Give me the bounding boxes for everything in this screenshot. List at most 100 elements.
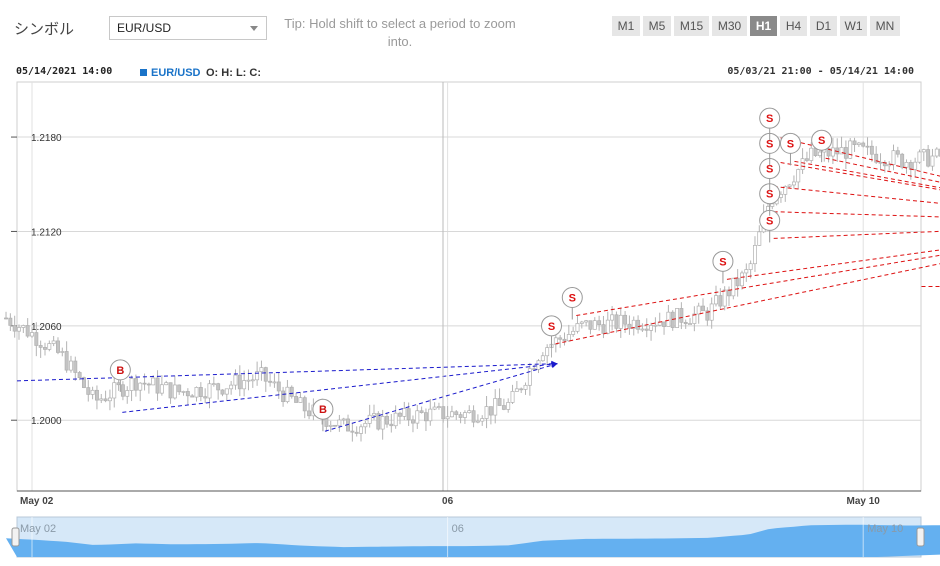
sell-marker[interactable] [811, 129, 833, 151]
sell-marker[interactable] [541, 315, 562, 337]
candle [921, 149, 926, 153]
candle [116, 382, 121, 386]
chevron-down-icon [250, 26, 258, 31]
candle [839, 147, 844, 155]
candle [605, 319, 610, 334]
candle [224, 388, 229, 395]
candle [830, 147, 835, 157]
candle [372, 413, 376, 416]
candle [86, 387, 91, 395]
candle [185, 391, 190, 397]
candle [887, 164, 892, 167]
y-tick-label: 1.2180 [31, 133, 62, 144]
sell-marker[interactable] [561, 287, 583, 309]
candle [138, 382, 143, 391]
candle [298, 397, 303, 403]
navigator-label: May 02 [20, 523, 56, 535]
candle [276, 381, 281, 392]
candle [341, 418, 346, 421]
candle [328, 424, 333, 427]
toolbar: シンボル EUR/USD Tip: Hold shift to select a… [0, 0, 940, 62]
candle [233, 374, 238, 386]
sell-trade-line [726, 249, 940, 280]
candle [610, 314, 615, 321]
candle [133, 378, 138, 391]
timeframe-button-mn[interactable]: MN [870, 16, 900, 36]
candle [588, 320, 593, 330]
sell-marker[interactable] [779, 132, 801, 154]
candle [458, 414, 463, 418]
candle [38, 345, 43, 348]
timeframe-button-h4[interactable]: H4 [780, 16, 807, 36]
candle [497, 398, 502, 406]
timeframe-button-h1[interactable]: H1 [750, 16, 777, 36]
candle [190, 395, 195, 398]
candle [856, 142, 861, 145]
candle [571, 330, 576, 335]
candle [194, 387, 199, 398]
candle [709, 303, 714, 321]
candle [848, 140, 853, 159]
candle [467, 410, 472, 413]
candle [869, 145, 874, 155]
candle [367, 414, 372, 424]
timeframe-button-m15[interactable]: M15 [674, 16, 709, 36]
candle [350, 430, 355, 433]
sell-marker[interactable] [759, 107, 781, 129]
timeframe-button-w1[interactable]: W1 [840, 16, 867, 36]
candle [268, 380, 273, 383]
candle [112, 382, 117, 399]
y-tick-label: 1.2000 [31, 416, 62, 427]
buy-marker[interactable] [109, 359, 131, 381]
candle [519, 388, 524, 391]
candle [424, 412, 428, 422]
candle [636, 319, 641, 330]
candle [532, 368, 537, 371]
candle [359, 426, 363, 434]
candle [428, 408, 433, 422]
sell-marker-label: S [766, 138, 773, 150]
candle [874, 153, 879, 163]
candle [917, 151, 922, 163]
sell-marker[interactable] [712, 250, 734, 272]
sell-marker-label: S [766, 215, 773, 227]
candle [159, 384, 164, 394]
candle [614, 314, 619, 329]
navigator-handle-left[interactable] [11, 527, 20, 547]
buy-marker-label: B [319, 404, 327, 416]
candle [753, 245, 757, 265]
candle [861, 142, 866, 147]
buy-trade-line [324, 363, 558, 432]
candle [748, 263, 753, 270]
candle [47, 343, 52, 350]
candle [644, 328, 649, 331]
timeframe-button-m1[interactable]: M1 [612, 16, 640, 36]
sell-trade-line [576, 254, 940, 317]
candle [255, 371, 260, 381]
timeframe-button-d1[interactable]: D1 [810, 16, 837, 36]
timeframe-button-m30[interactable]: M30 [712, 16, 747, 36]
candle [800, 158, 805, 170]
candle [640, 328, 645, 331]
timeframe-button-m5[interactable]: M5 [643, 16, 671, 36]
candle [579, 321, 584, 324]
candle [900, 153, 905, 168]
symbol-select-value: EUR/USD [117, 21, 172, 35]
candle [653, 324, 658, 327]
candle [878, 161, 883, 164]
candle [203, 396, 208, 399]
candle [198, 387, 203, 397]
candle [891, 150, 896, 165]
candle [493, 398, 498, 416]
symbol-select[interactable]: EUR/USD [109, 16, 267, 40]
candle [432, 406, 437, 410]
candle [307, 410, 312, 417]
navigator-handle-right[interactable] [916, 527, 925, 547]
candle [731, 277, 736, 297]
buy-marker[interactable] [312, 398, 334, 420]
candle [817, 151, 822, 156]
candle [125, 390, 130, 397]
candle [718, 295, 723, 307]
candle [21, 325, 26, 328]
